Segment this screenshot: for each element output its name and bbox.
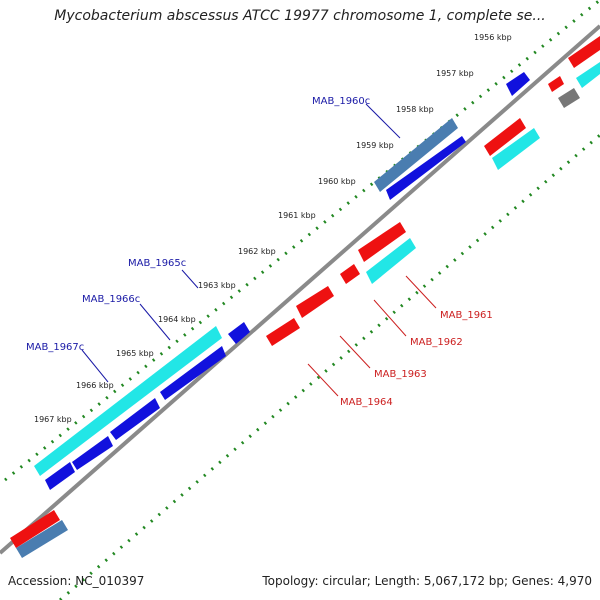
- tick-label: 1967 kbp: [34, 415, 72, 424]
- leader-line-mab-1967c: [81, 349, 109, 383]
- gene-block-cyan-2[interactable]: [366, 238, 416, 284]
- gene-block-blue-2[interactable]: [228, 322, 250, 344]
- gene-block-red-2[interactable]: [340, 264, 360, 284]
- genome-backbone: [0, 24, 600, 555]
- tick-label: 1962 kbp: [238, 247, 276, 256]
- tick-label: 1966 kbp: [76, 381, 114, 390]
- gene-block-red-1[interactable]: [358, 222, 406, 262]
- tick-label: 1963 kbp: [198, 281, 236, 290]
- leader-line-mab-1966c: [139, 303, 171, 341]
- leader-line-mab-1960c: [365, 103, 401, 139]
- gene-label-mab-1965c[interactable]: MAB_1965c: [128, 258, 186, 269]
- leader-line-mab-1964: [307, 363, 339, 397]
- tick-label: 1964 kbp: [158, 315, 196, 324]
- map-title: Mycobacterium abscessus ATCC 19977 chrom…: [54, 8, 546, 24]
- gene-block-blue-6[interactable]: [45, 462, 75, 490]
- gene-block-steel-1[interactable]: [374, 118, 458, 192]
- leader-line-mab-1962: [373, 299, 407, 337]
- gene-label-mab-1960c[interactable]: MAB_1960c: [312, 96, 370, 107]
- leader-line-mab-1961: [405, 275, 437, 309]
- tick-label: 1965 kbp: [116, 349, 154, 358]
- gene-label-mab-1961[interactable]: MAB_1961: [440, 310, 493, 321]
- gene-block-red-7[interactable]: [548, 76, 564, 92]
- gene-label-mab-1964[interactable]: MAB_1964: [340, 397, 393, 408]
- tick-track-inner: [4, 0, 600, 482]
- gene-label-mab-1966c[interactable]: MAB_1966c: [82, 294, 140, 305]
- tick-label: 1958 kbp: [396, 105, 434, 114]
- tick-label: 1961 kbp: [278, 211, 316, 220]
- tick-label: 1959 kbp: [356, 141, 394, 150]
- tick-label: 1956 kbp: [474, 33, 512, 42]
- gene-block-cyan-1[interactable]: [34, 326, 222, 476]
- accession-footer: Accession: NC_010397: [8, 574, 145, 588]
- tick-label: 1960 kbp: [318, 177, 356, 186]
- gene-block-blue-7[interactable]: [506, 72, 530, 96]
- gene-label-mab-1967c[interactable]: MAB_1967c: [26, 342, 84, 353]
- gene-block-cyan-4[interactable]: [576, 62, 600, 88]
- gene-block-blue-5[interactable]: [72, 436, 113, 470]
- gene-block-red-8[interactable]: [568, 36, 600, 68]
- gene-block-blue-4[interactable]: [110, 398, 160, 440]
- gene-block-red-5[interactable]: [484, 118, 526, 156]
- gene-label-mab-1962[interactable]: MAB_1962: [410, 337, 463, 348]
- tick-label: 1957 kbp: [436, 69, 474, 78]
- gene-block-blue-3[interactable]: [160, 346, 226, 400]
- gene-block-gray[interactable]: [558, 88, 580, 108]
- tick-track-outer: [59, 133, 600, 600]
- gene-label-mab-1963[interactable]: MAB_1963: [374, 369, 427, 380]
- gene-block-red-4[interactable]: [266, 318, 300, 346]
- leader-line-mab-1963: [339, 335, 371, 369]
- gene-block-cyan-3[interactable]: [492, 128, 540, 170]
- leader-line-mab-1965c: [181, 269, 199, 289]
- gene-block-steel-2[interactable]: [16, 520, 68, 558]
- gene-block-red-3[interactable]: [296, 286, 334, 318]
- gene-block-red-6[interactable]: [10, 510, 60, 548]
- gene-block-blue-1[interactable]: [386, 136, 466, 200]
- genome-summary-footer: Topology: circular; Length: 5,067,172 bp…: [262, 574, 592, 588]
